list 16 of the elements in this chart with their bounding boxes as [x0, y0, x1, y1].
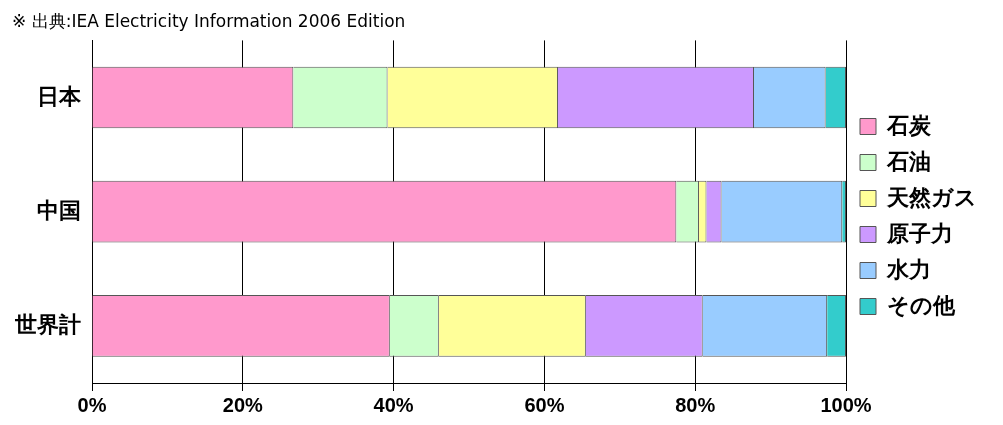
legend-label: 天然ガス [886, 184, 977, 210]
legend-label: その他 [887, 292, 956, 318]
legend-label: 原子力 [886, 220, 953, 246]
y-tick-label: 中国 [37, 197, 81, 223]
legend-label: 石油 [886, 148, 931, 174]
x-tick-label: 0% [77, 393, 107, 416]
x-tick-label: 20% [222, 393, 264, 416]
legend-label: 水力 [886, 256, 931, 282]
x-tick-label: 80% [675, 393, 716, 416]
chart-title: ※ 出典:IEA Electricity Information 2006 Edition [12, 10, 406, 31]
legend-label: 石炭 [886, 112, 932, 138]
y-tick-label: 世界計 [14, 311, 81, 337]
x-tick-label: 100% [820, 393, 872, 416]
x-tick-label: 60% [524, 393, 565, 416]
y-tick-label: 日本 [37, 83, 82, 109]
x-tick-label: 40% [373, 393, 414, 416]
